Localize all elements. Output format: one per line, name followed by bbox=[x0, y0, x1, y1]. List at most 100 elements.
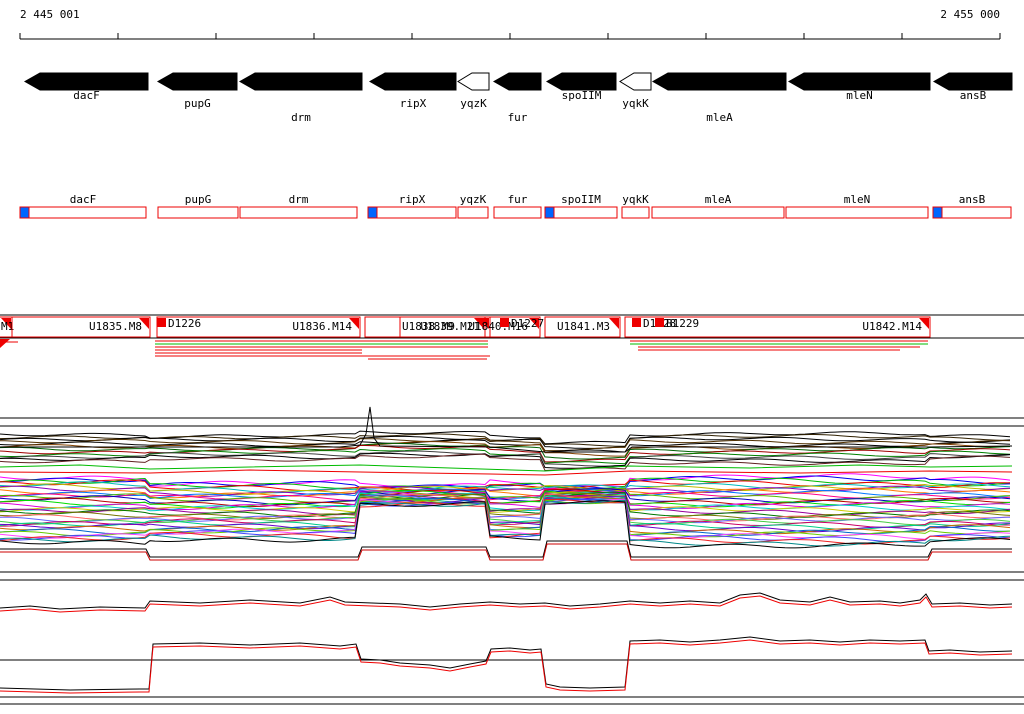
probe-flag-icon bbox=[349, 318, 359, 329]
ratio-line-1 bbox=[0, 595, 1013, 613]
probe-label-U1838.M9: U1838.M9 bbox=[402, 320, 455, 333]
gene-box-spoIIM[interactable] bbox=[544, 206, 618, 219]
probe-flag-icon bbox=[479, 318, 489, 329]
upper-dark-band-line bbox=[0, 453, 1011, 472]
lower-color-band-line bbox=[0, 496, 1011, 535]
upper-dark-band-line bbox=[0, 439, 1011, 453]
marker-square-icon bbox=[500, 318, 509, 327]
gene-box-track: dacF pupG drm ripX yqzK fur spoIIM yqkK mleA mleN… bbox=[19, 193, 1012, 219]
gene-box-mleA[interactable] bbox=[651, 206, 785, 219]
gene-arrow-dacF[interactable] bbox=[23, 72, 149, 91]
gene-arrow-drm[interactable] bbox=[238, 72, 363, 91]
gene-label-ansB: ansB bbox=[960, 89, 987, 102]
probe-box-U1841.M3[interactable] bbox=[544, 316, 621, 338]
ratio-line-3 bbox=[0, 639, 1013, 694]
probe-flag-icon bbox=[1, 318, 11, 329]
gene-box-mleN[interactable] bbox=[785, 206, 929, 219]
ratio-line-0 bbox=[0, 592, 1013, 610]
gene-box-label-mleA: mleA bbox=[705, 193, 732, 206]
gene-box-label-ansB: ansB bbox=[959, 193, 986, 206]
lower-color-band-line bbox=[0, 475, 1011, 490]
gene-label-ripX: ripX bbox=[400, 97, 427, 110]
probe-box-U1842.M14[interactable] bbox=[624, 316, 931, 338]
expression-line-0 bbox=[0, 406, 1013, 453]
gene-box-cap-spoIIM bbox=[544, 206, 555, 219]
lower-color-band-line bbox=[0, 488, 1011, 501]
gene-box-yqkK[interactable] bbox=[621, 206, 650, 219]
gene-box-label-yqkK: yqkK bbox=[622, 193, 649, 206]
gene-box-pupG[interactable] bbox=[157, 206, 239, 219]
gene-box-dacF[interactable] bbox=[19, 206, 147, 219]
lower-color-band-line bbox=[0, 498, 1011, 540]
gene-box-ripX[interactable] bbox=[367, 206, 457, 219]
probe-label-U1839.M21: U1839.M21 bbox=[420, 320, 480, 333]
marker-square-icon bbox=[655, 318, 664, 327]
lower-color-band-line bbox=[0, 483, 1011, 496]
lower-color-band-line bbox=[0, 495, 1010, 533]
gene-box-ansB[interactable] bbox=[932, 206, 1012, 219]
probe-flag-icon bbox=[919, 318, 929, 329]
gene-arrow-fur[interactable] bbox=[492, 72, 542, 91]
probe-label-U1841.M3: U1841.M3 bbox=[557, 320, 610, 333]
gene-box-fur[interactable] bbox=[493, 206, 542, 219]
upper-dark-band-line bbox=[0, 437, 1011, 452]
gene-box-label-mleN: mleN bbox=[844, 193, 871, 206]
gene-arrow-yqkK[interactable] bbox=[619, 72, 652, 91]
probe-box-U1835.M8[interactable] bbox=[11, 316, 151, 338]
expression-line-1 bbox=[0, 464, 1013, 472]
probe-box-U1840.M16[interactable] bbox=[399, 316, 541, 338]
gene-box-drm[interactable] bbox=[239, 206, 358, 219]
gene-arrow-spoIIM[interactable] bbox=[545, 72, 617, 91]
gene-label-spoIIM: spoIIM bbox=[562, 89, 602, 102]
probe-label-U1840.M16: U1840.M16 bbox=[468, 320, 528, 333]
edge-flag-icon bbox=[0, 339, 10, 348]
gene-arrow-ansB[interactable] bbox=[932, 72, 1013, 91]
gene-box-label-fur: fur bbox=[508, 193, 528, 206]
marker-label-D1227: D1227 bbox=[511, 317, 544, 330]
lower-color-band-line bbox=[0, 473, 1011, 490]
lower-color-band-line bbox=[0, 492, 1011, 514]
upper-dark-band-line bbox=[0, 452, 1011, 469]
gene-label-mleN: mleN bbox=[846, 89, 873, 102]
gene-box-label-spoIIM: spoIIM bbox=[561, 193, 601, 206]
lower-color-band-line bbox=[0, 486, 1011, 499]
lower-color-band-line bbox=[0, 490, 1011, 511]
expression-line-2 bbox=[0, 469, 1013, 476]
gene-box-yqzK[interactable] bbox=[457, 206, 489, 219]
marker-label-D1226: D1226 bbox=[168, 317, 201, 330]
upper-dark-band-line bbox=[0, 430, 1011, 445]
ratio-line-2 bbox=[0, 636, 1013, 691]
gene-box-label-ripX: ripX bbox=[399, 193, 426, 206]
probe-track: M1 U1835.M8 U1836.M14 U1838.M9U1839.M21U184… bbox=[0, 314, 1024, 360]
probe-label-U1842.M14: U1842.M14 bbox=[862, 320, 922, 333]
gene-box-cap-dacF bbox=[19, 206, 30, 219]
gene-box-cap-ansB bbox=[932, 206, 943, 219]
gene-box-label-drm: drm bbox=[289, 193, 309, 206]
gene-arrow-mleN[interactable] bbox=[787, 72, 931, 91]
lower-color-band-line bbox=[0, 487, 1011, 504]
gene-label-yqzK: yqzK bbox=[460, 97, 487, 110]
gene-box-label-yqzK: yqzK bbox=[460, 193, 487, 206]
expression-plot bbox=[0, 406, 1024, 561]
gene-label-dacF: dacF bbox=[73, 89, 100, 102]
lower-color-band-line bbox=[0, 494, 1011, 524]
ratio-plot bbox=[0, 571, 1024, 705]
gene-arrow-ripX[interactable] bbox=[368, 72, 457, 91]
gene-arrow-mleA[interactable] bbox=[651, 72, 787, 91]
probe-flag-icon bbox=[609, 318, 619, 329]
gene-box-label-dacF: dacF bbox=[70, 193, 97, 206]
ruler-end-label: 2 455 000 bbox=[940, 8, 1000, 21]
expression-line-4 bbox=[0, 543, 1012, 561]
ruler-start-label: 2 445 001 bbox=[20, 8, 80, 21]
gene-arrow-pupG[interactable] bbox=[156, 72, 238, 91]
gene-arrow-yqzK[interactable] bbox=[457, 72, 490, 91]
probe-flag-icon bbox=[139, 318, 149, 329]
gene-label-pupG: pupG bbox=[184, 97, 211, 110]
lower-color-band-line bbox=[0, 495, 1011, 526]
upper-dark-band-line bbox=[0, 435, 1011, 449]
probe-label-M1: M1 bbox=[1, 320, 14, 333]
probe-flag-icon bbox=[529, 318, 539, 329]
marker-square-icon bbox=[157, 318, 166, 327]
gene-label-yqkK: yqkK bbox=[622, 97, 649, 110]
